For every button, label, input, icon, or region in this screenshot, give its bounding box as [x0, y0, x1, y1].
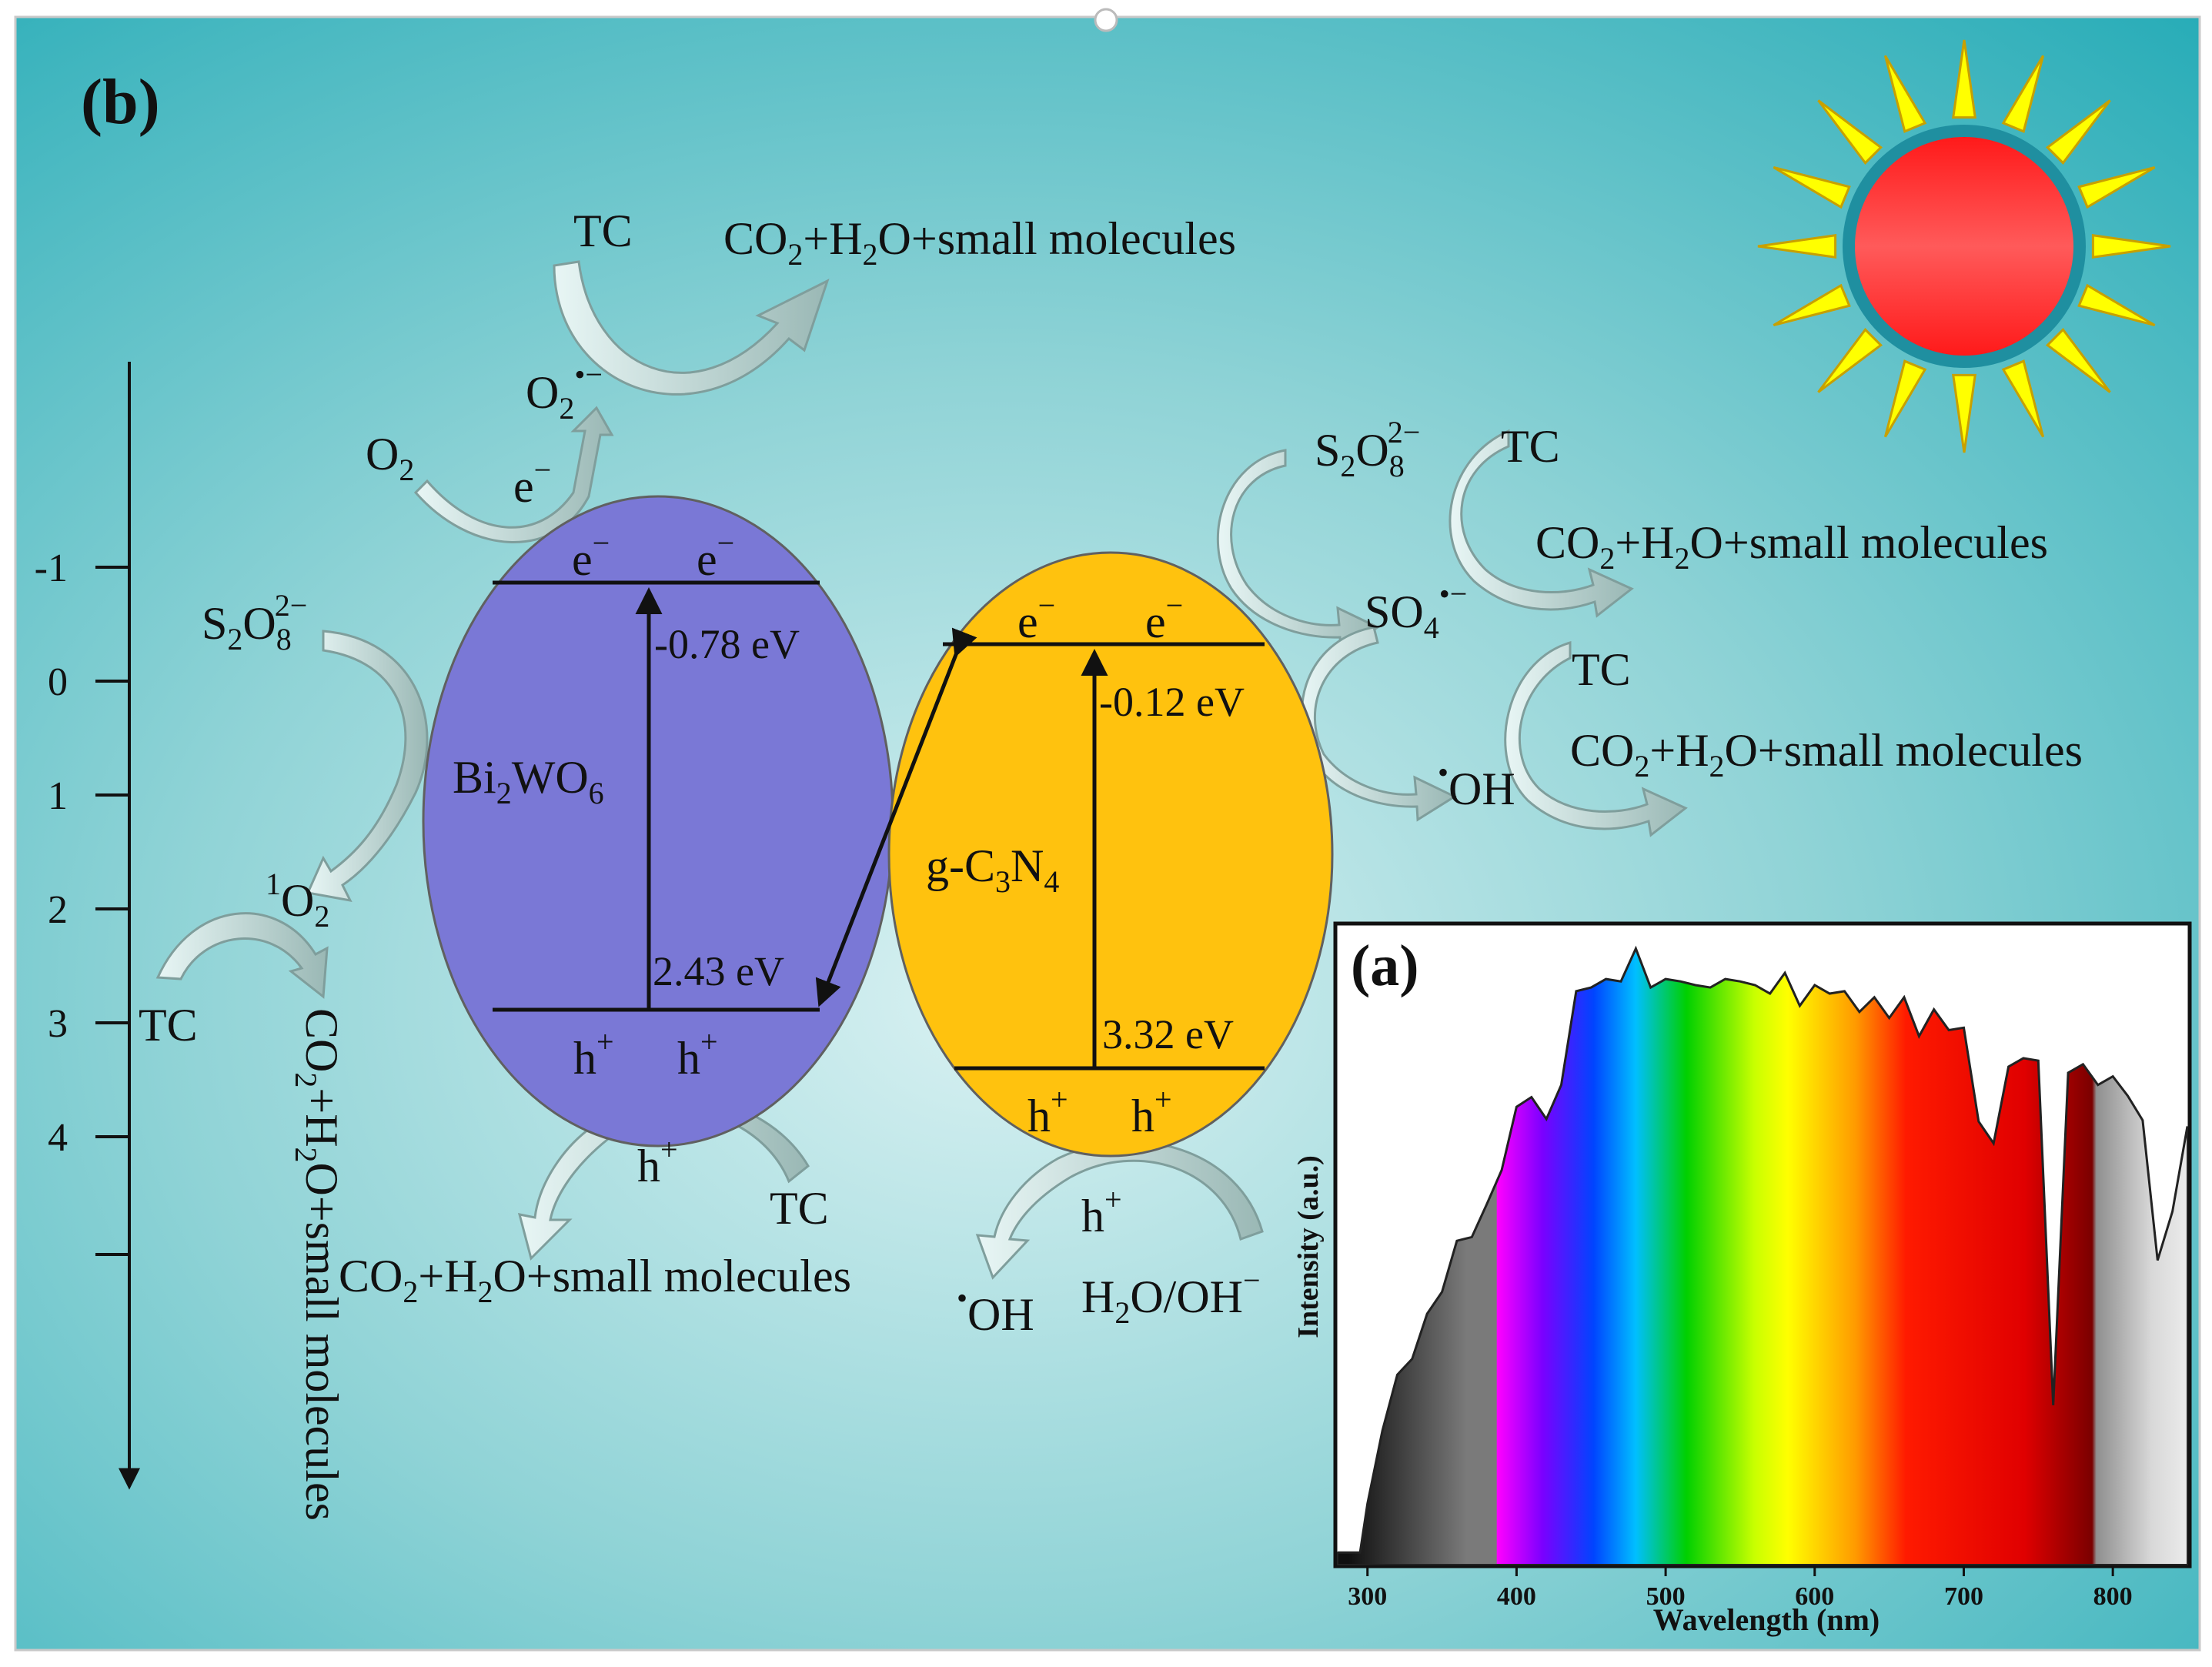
- bi2wo6-vb-potential: 2.43 eV: [653, 948, 784, 994]
- gc3n4-bottom-hole: h+: [1081, 1182, 1122, 1241]
- gc3n4-name: g-C3N4: [926, 840, 1059, 899]
- spectrum-x-tick-label: 600: [1795, 1582, 1834, 1611]
- gc3n4-electron-1: e−: [1017, 588, 1055, 647]
- energy-axis: -1 0 1 2 3 4: [35, 362, 140, 1490]
- frame-handle-top: [1094, 8, 1118, 32]
- electron-transfer-label: e−: [513, 453, 551, 512]
- bi2wo6-hole-1: h+: [573, 1024, 614, 1084]
- sun-ray: [2001, 359, 2045, 438]
- gc3n4-vb-potential: 3.32 eV: [1102, 1011, 1234, 1057]
- axis-tick-label: 3: [48, 1002, 68, 1046]
- z-scheme-transfer-arrow: [815, 627, 977, 1007]
- bi2wo6-bottom-hole: h+: [637, 1132, 678, 1191]
- gc3n4-ellipse: [887, 551, 1334, 1158]
- spectrum-x-tick-label: 400: [1497, 1582, 1536, 1611]
- sun-ray: [1773, 283, 1851, 327]
- persulfate-right-label: S2O82−: [1315, 415, 1420, 483]
- sun-ray: [1817, 327, 1883, 393]
- singlet-oxygen-label: 1O2: [266, 867, 329, 934]
- reaction-arrows: [155, 260, 1688, 1280]
- sun-ray: [1952, 39, 1976, 119]
- gc3n4-electron-2: e−: [1145, 588, 1183, 647]
- sun-ray: [2045, 99, 2111, 165]
- gc3n4-hole-1: h+: [1027, 1082, 1068, 1141]
- spectrum-x-tick-label: 500: [1646, 1582, 1686, 1611]
- tc-right-bottom-label: TC: [1572, 644, 1631, 695]
- spectrum-x-tick-label: 700: [1944, 1582, 1983, 1611]
- tc-right-top-label: TC: [1501, 421, 1560, 472]
- superoxide-label: O2•−: [526, 357, 603, 426]
- sun-ray: [1817, 99, 1883, 165]
- water-hydroxide-label: H2O/OH−: [1081, 1263, 1261, 1330]
- axis-tick-label: 4: [48, 1116, 68, 1160]
- gc3n4-hole-2: h+: [1131, 1082, 1172, 1141]
- oxygen-label: O2: [366, 429, 414, 487]
- persulfate-left-label: S2O82−: [202, 588, 307, 656]
- products-right-bottom: CO2+H2O+small molecules: [1570, 725, 2083, 783]
- bi2wo6-ellipse: [422, 495, 894, 1148]
- sun-ray: [1757, 234, 1837, 259]
- bi2wo6-hole-2: h+: [677, 1024, 718, 1084]
- spectrum-x-tick-label: 800: [2093, 1582, 2133, 1611]
- sun-ray: [2045, 327, 2111, 393]
- sun-ray: [2001, 55, 2045, 133]
- bi2wo6-electron-1: e−: [572, 526, 610, 585]
- bi2wo6-electron-2: e−: [697, 526, 734, 585]
- spectrum-outline: [1338, 945, 2189, 1554]
- spectrum-x-axis-label: Wavelength (nm): [1653, 1602, 1880, 1637]
- bi2wo6-cb-potential: -0.78 eV: [654, 621, 800, 667]
- products-top: CO2+H2O+small molecules: [723, 213, 1236, 272]
- sulfate-radical-label: SO4•−: [1365, 576, 1467, 645]
- tc-bottom-label: TC: [770, 1183, 829, 1234]
- sun-ray: [2077, 165, 2156, 209]
- sun-ray: [1883, 359, 1927, 438]
- axis-tick-label: 2: [48, 888, 68, 932]
- solar-spectrum-inset: (a) 300 400 500 600 700 800 Wavelength (nm) I…: [1292, 921, 2192, 1637]
- panel-b-label: (b): [81, 66, 160, 138]
- sun-ray: [2091, 234, 2171, 259]
- axis-tick-label: 1: [48, 774, 68, 818]
- gc3n4-cb-potential: -0.12 eV: [1099, 679, 1245, 725]
- panel-a-label: (a): [1351, 934, 1419, 998]
- sun-ray: [1883, 55, 1927, 133]
- tc-left-label: TC: [139, 1000, 198, 1051]
- sun-icon: [1757, 39, 2171, 453]
- spectrum-y-axis-label: Intensity (a.u.): [1292, 1155, 1325, 1338]
- tc-top-label: TC: [573, 205, 633, 256]
- hydroxyl-bottom-label: •OH: [957, 1281, 1034, 1340]
- products-right-top: CO2+H2O+small molecules: [1535, 517, 2048, 576]
- spectrum-x-tick-label: 300: [1348, 1582, 1387, 1611]
- sun-ray: [1773, 165, 1851, 209]
- hydroxyl-right-label: •OH: [1438, 755, 1515, 814]
- axis-tick-label: -1: [35, 546, 68, 590]
- bi2wo6-name: Bi2WO6: [453, 752, 604, 810]
- products-bottom: CO2+H2O+small molecules: [339, 1251, 851, 1309]
- products-left-vertical: CO2+H2O+small molecules: [289, 1008, 347, 1521]
- axis-tick-label: 0: [48, 660, 68, 704]
- sun-ray: [1952, 373, 1976, 453]
- sun-ray: [2077, 283, 2156, 327]
